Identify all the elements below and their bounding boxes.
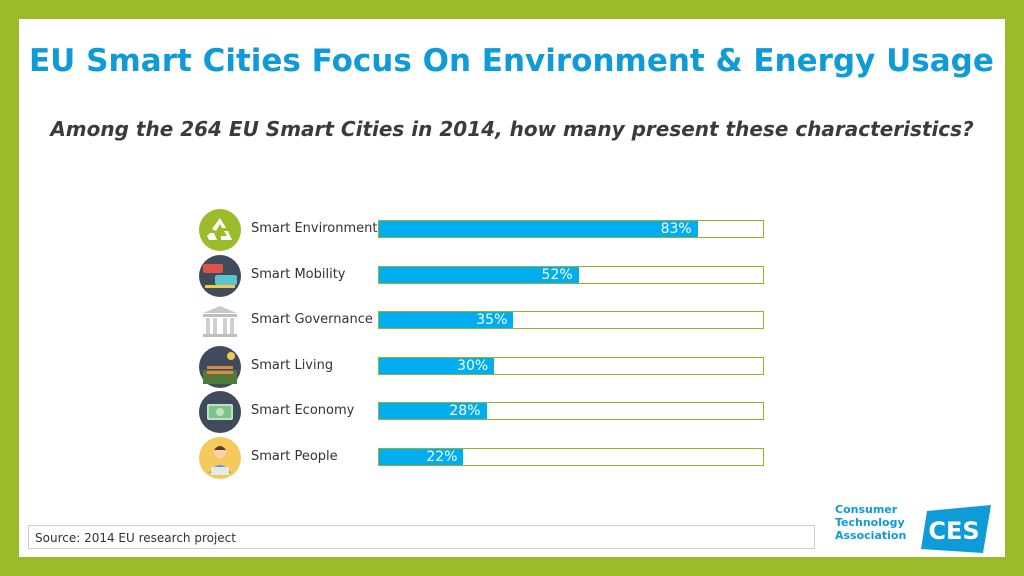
bar: 28% <box>379 403 487 419</box>
bar-track: 22% <box>378 447 764 466</box>
category-label: Smart Governance <box>251 312 373 327</box>
category-label: Smart Living <box>251 357 334 373</box>
logo-mark-text: CES <box>928 517 979 545</box>
government-building-icon <box>199 300 241 342</box>
category-label: Smart Economy <box>251 403 355 418</box>
slide-title: EU Smart Cities Focus On Environment & E… <box>29 43 994 79</box>
slide: EU Smart Cities Focus On Environment & E… <box>19 19 1005 557</box>
bar-value-label: 52% <box>541 266 573 283</box>
bar-row: Smart Living 30% <box>199 345 799 388</box>
bar-track: 83% <box>378 220 764 238</box>
bar-row: Smart Economy 28% <box>199 391 799 433</box>
bar-row: Smart People 22% <box>199 436 799 479</box>
logo-line-2: Technology <box>835 516 905 529</box>
money-icon <box>199 391 241 433</box>
bar-row: Smart Mobility 52% <box>199 254 799 297</box>
logo-line-3: Association <box>835 529 907 542</box>
bar: 22% <box>379 448 464 465</box>
bar-row: Smart Environment 83% <box>199 209 799 251</box>
category-label: Smart Environment <box>251 221 378 236</box>
category-label: Smart Mobility <box>251 266 346 282</box>
bar-track: 35% <box>378 311 764 329</box>
category-label: Smart People <box>251 448 338 464</box>
bar-value-label: 35% <box>476 312 508 328</box>
bar-value-label: 28% <box>449 403 481 419</box>
cta-ces-logo: Consumer Technology Association CES <box>835 501 995 557</box>
bar-track: 28% <box>378 402 764 420</box>
logo-line-1: Consumer <box>835 503 898 516</box>
person-laptop-icon <box>199 436 241 479</box>
bar-track: 30% <box>378 356 764 375</box>
slide-subtitle: Among the 264 EU Smart Cities in 2014, h… <box>50 117 974 141</box>
bar-chart: Smart Environment 83% Smart Mobility 52% Sma… <box>199 209 799 489</box>
bar-row: Smart Governance 35% <box>199 300 799 342</box>
bar: 83% <box>379 221 698 237</box>
bar-value-label: 83% <box>660 221 692 237</box>
bar-value-label: 22% <box>426 448 458 465</box>
traffic-icon <box>199 254 241 297</box>
ces-logo-mark: CES <box>921 505 991 553</box>
source-note: Source: 2014 EU research project <box>28 525 815 549</box>
bar: 30% <box>379 357 495 374</box>
recycle-icon <box>199 209 241 251</box>
bar: 52% <box>379 266 579 283</box>
logo-text: Consumer Technology Association <box>835 503 906 542</box>
bar-value-label: 30% <box>457 357 489 374</box>
bar: 35% <box>379 312 514 328</box>
bar-track: 52% <box>378 265 764 284</box>
park-bench-icon <box>199 345 241 388</box>
